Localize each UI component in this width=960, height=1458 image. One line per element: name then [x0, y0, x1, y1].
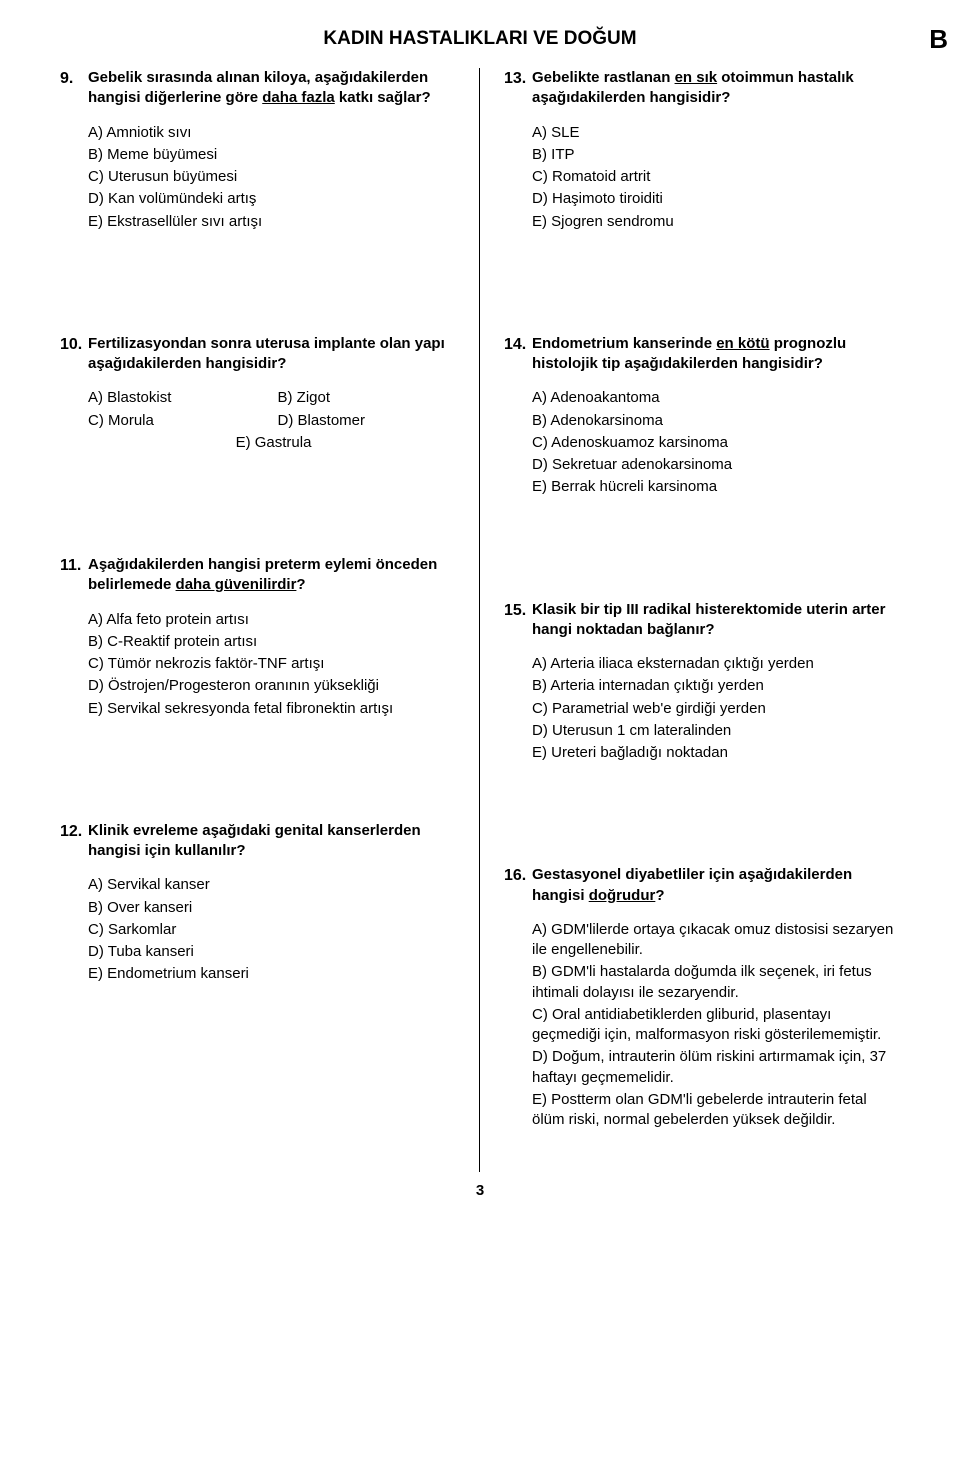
question-stem: 9. Gebelik sırasında alınan kiloya, aşağ…: [60, 68, 459, 109]
question-options: A) Adenoakantoma B) Adenokarsinoma C) Ad…: [504, 388, 900, 497]
option: C) Romatoid artrit: [532, 167, 900, 187]
option: A) Blastokist: [88, 388, 270, 408]
option: D) Kan volümündeki artış: [88, 189, 459, 209]
section-letter: B: [929, 24, 948, 55]
spacer: [504, 805, 900, 865]
option: D) Uterusun 1 cm lateralinden: [532, 721, 900, 741]
question-text: Gebelikte rastlanan en sık otoimmun hast…: [532, 68, 900, 109]
question-number: 15.: [504, 600, 532, 641]
option: B) C-Reaktif protein artısı: [88, 632, 459, 652]
question-number: 11.: [60, 555, 88, 596]
exam-page: KADIN HASTALIKLARI VE DOĞUM B 9. Gebelik…: [0, 0, 960, 1458]
option: A) Amniotik sıvı: [88, 123, 459, 143]
spacer: [504, 274, 900, 334]
option: D) Östrojen/Progesteron oranının yüksekl…: [88, 676, 459, 696]
option: C) Adenoskuamoz karsinoma: [532, 433, 900, 453]
question-text: Endometrium kanserinde en kötü prognozlu…: [532, 334, 900, 375]
option: A) Adenoakantoma: [532, 388, 900, 408]
option: D) Tuba kanseri: [88, 942, 459, 962]
option: E) Ureteri bağladığı noktadan: [532, 743, 900, 763]
question-text: Klinik evreleme aşağıdaki genital kanser…: [88, 821, 459, 862]
option: B) Arteria internadan çıktığı yerden: [532, 676, 900, 696]
question-options: A) GDM'lilerde ortaya çıkacak omuz disto…: [504, 920, 900, 1131]
page-number: 3: [60, 1182, 900, 1199]
spacer: [60, 495, 459, 555]
spacer: [60, 761, 459, 821]
question-stem: 14. Endometrium kanserinde en kötü progn…: [504, 334, 900, 375]
question-number: 9.: [60, 68, 88, 109]
question-options-grid: A) Blastokist B) Zigot C) Morula D) Blas…: [60, 388, 459, 453]
spacer: [60, 274, 459, 334]
option: E) Sjogren sendromu: [532, 212, 900, 232]
option: B) Meme büyümesi: [88, 145, 459, 165]
left-column: 9. Gebelik sırasında alınan kiloya, aşağ…: [60, 68, 480, 1172]
question-stem: 12. Klinik evreleme aşağıdaki genital ka…: [60, 821, 459, 862]
option: B) GDM'li hastalarda doğumda ilk seçenek…: [532, 962, 900, 1003]
question-number: 10.: [60, 334, 88, 375]
option: E) Servikal sekresyonda fetal fibronekti…: [88, 699, 459, 719]
option: C) Oral antidiabetiklerden gliburid, pla…: [532, 1005, 900, 1046]
option: D) Blastomer: [278, 411, 460, 431]
option: A) Alfa feto protein artısı: [88, 610, 459, 630]
question-stem: 15. Klasik bir tip III radikal histerekt…: [504, 600, 900, 641]
columns: 9. Gebelik sırasında alınan kiloya, aşağ…: [60, 68, 900, 1172]
question-14: 14. Endometrium kanserinde en kötü progn…: [504, 334, 900, 498]
question-options: A) Arteria iliaca eksternadan çıktığı ye…: [504, 654, 900, 763]
option: A) Arteria iliaca eksternadan çıktığı ye…: [532, 654, 900, 674]
right-column: 13. Gebelikte rastlanan en sık otoimmun …: [480, 68, 900, 1172]
option: A) GDM'lilerde ortaya çıkacak omuz disto…: [532, 920, 900, 961]
question-number: 13.: [504, 68, 532, 109]
question-stem: 11. Aşağıdakilerden hangisi preterm eyle…: [60, 555, 459, 596]
option: E) Ekstrasellüler sıvı artışı: [88, 212, 459, 232]
question-13: 13. Gebelikte rastlanan en sık otoimmun …: [504, 68, 900, 232]
question-15: 15. Klasik bir tip III radikal histerekt…: [504, 600, 900, 764]
question-options: A) Servikal kanser B) Over kanseri C) Sa…: [60, 875, 459, 984]
option: B) ITP: [532, 145, 900, 165]
question-text: Fertilizasyondan sonra uterusa implante …: [88, 334, 459, 375]
page-title: KADIN HASTALIKLARI VE DOĞUM: [323, 28, 636, 49]
question-stem: 13. Gebelikte rastlanan en sık otoimmun …: [504, 68, 900, 109]
option: E) Gastrula: [88, 433, 459, 453]
question-options: A) Amniotik sıvı B) Meme büyümesi C) Ute…: [60, 123, 459, 232]
question-10: 10. Fertilizasyondan sonra uterusa impla…: [60, 334, 459, 453]
option: C) Uterusun büyümesi: [88, 167, 459, 187]
question-number: 16.: [504, 865, 532, 906]
question-text: Aşağıdakilerden hangisi preterm eylemi ö…: [88, 555, 459, 596]
option: A) SLE: [532, 123, 900, 143]
question-11: 11. Aşağıdakilerden hangisi preterm eyle…: [60, 555, 459, 719]
question-text: Gestasyonel diyabetliler için aşağıdakil…: [532, 865, 900, 906]
question-options: A) Alfa feto protein artısı B) C-Reaktif…: [60, 610, 459, 719]
option: B) Adenokarsinoma: [532, 411, 900, 431]
option: C) Tümör nekrozis faktör-TNF artışı: [88, 654, 459, 674]
option: E) Endometrium kanseri: [88, 964, 459, 984]
question-12: 12. Klinik evreleme aşağıdaki genital ka…: [60, 821, 459, 985]
question-16: 16. Gestasyonel diyabetliler için aşağıd…: [504, 865, 900, 1130]
option: E) Berrak hücreli karsinoma: [532, 477, 900, 497]
page-header: KADIN HASTALIKLARI VE DOĞUM B: [60, 28, 900, 50]
option: B) Zigot: [278, 388, 460, 408]
option: D) Haşimoto tiroiditi: [532, 189, 900, 209]
question-stem: 10. Fertilizasyondan sonra uterusa impla…: [60, 334, 459, 375]
option: A) Servikal kanser: [88, 875, 459, 895]
option: C) Sarkomlar: [88, 920, 459, 940]
spacer: [504, 540, 900, 600]
question-number: 12.: [60, 821, 88, 862]
question-number: 14.: [504, 334, 532, 375]
option: C) Parametrial web'e girdiği yerden: [532, 699, 900, 719]
option: D) Sekretuar adenokarsinoma: [532, 455, 900, 475]
question-text: Gebelik sırasında alınan kiloya, aşağıda…: [88, 68, 459, 109]
question-stem: 16. Gestasyonel diyabetliler için aşağıd…: [504, 865, 900, 906]
question-options: A) SLE B) ITP C) Romatoid artrit D) Haşi…: [504, 123, 900, 232]
question-text: Klasik bir tip III radikal histerektomid…: [532, 600, 900, 641]
question-9: 9. Gebelik sırasında alınan kiloya, aşağ…: [60, 68, 459, 232]
option: D) Doğum, intrauterin ölüm riskini artır…: [532, 1047, 900, 1088]
option: C) Morula: [88, 411, 270, 431]
option: B) Over kanseri: [88, 898, 459, 918]
option: E) Postterm olan GDM'li gebelerde intrau…: [532, 1090, 900, 1131]
